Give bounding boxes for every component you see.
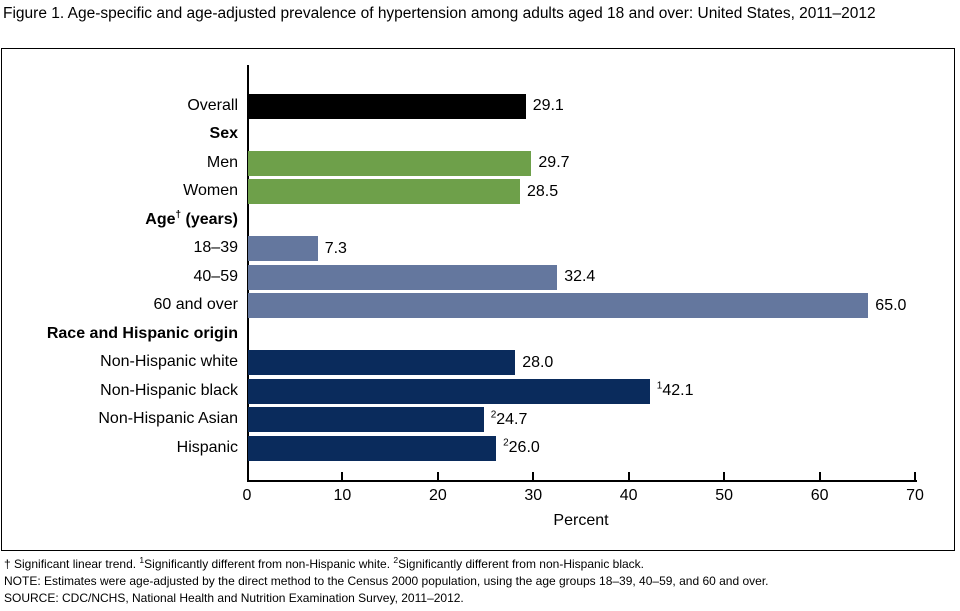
bar-track: 28.5 xyxy=(248,179,954,205)
axis-tick xyxy=(341,472,344,480)
row-label: Non-Hispanic black xyxy=(100,381,238,399)
x-axis-title: Percent xyxy=(553,512,609,529)
bar-track: 224.7 xyxy=(248,407,954,433)
axis-tick-label: 40 xyxy=(619,487,638,504)
row-label: Non-Hispanic Asian xyxy=(98,410,238,428)
row-label: Hispanic xyxy=(176,438,238,456)
chart-row-non-hispanic-black: Non-Hispanic black 142.1 xyxy=(2,377,954,406)
axis-tick xyxy=(818,472,821,480)
axis-tick-label: 30 xyxy=(524,487,543,504)
bar-60-and-over xyxy=(248,293,869,319)
bar-track: 32.4 xyxy=(248,264,954,290)
row-label: Men xyxy=(206,153,238,171)
axis-tick-label: 60 xyxy=(810,487,829,504)
value-label: 142.1 xyxy=(656,380,694,400)
row-label: 60 and over xyxy=(153,296,238,314)
axis-tick-label: 0 xyxy=(242,487,252,504)
chart-row-18-39: 18–39 7.3 xyxy=(2,235,954,264)
bar-track: 7.3 xyxy=(248,236,954,262)
axis-tick xyxy=(627,472,630,480)
chart-row-men: Men 29.7 xyxy=(2,149,954,178)
value-label: 29.1 xyxy=(532,97,564,115)
bar-non-hispanic-black xyxy=(248,378,650,404)
axis-tick-label: 10 xyxy=(333,487,352,504)
row-label: Age† (years) xyxy=(145,209,238,228)
row-label: Women xyxy=(183,182,238,200)
footnote-source: SOURCE: CDC/NCHS, National Health and Nu… xyxy=(4,591,464,605)
bar-track: 29.7 xyxy=(248,150,954,176)
chart-row-60-and-over: 60 and over 65.0 xyxy=(2,292,954,321)
footnote-note: NOTE: Estimates were age-adjusted by the… xyxy=(4,574,769,588)
row-label: 18–39 xyxy=(193,239,239,257)
row-label: Sex xyxy=(209,125,238,143)
value-label: 7.3 xyxy=(324,239,347,257)
bar-track: 226.0 xyxy=(248,435,954,461)
chart-area: 0 10 20 30 40 50 60 70 Overall 29.1 Sex Men 29.7 Wom… xyxy=(1,48,955,551)
axis-tick xyxy=(914,472,916,480)
value-label: 65.0 xyxy=(875,296,907,314)
value-label: 226.0 xyxy=(503,437,540,457)
row-label: Non-Hispanic white xyxy=(100,353,238,371)
value-label: 224.7 xyxy=(490,409,528,428)
x-axis-line xyxy=(247,480,917,482)
row-label: 40–59 xyxy=(193,267,239,285)
bar-track: 28.0 xyxy=(248,350,954,376)
chart-row-non-hispanic-asian: Non-Hispanic Asian 224.7 xyxy=(2,406,954,435)
bar-men xyxy=(248,150,532,176)
bar-40-59 xyxy=(248,264,558,290)
bar-rows: Overall 29.1 Sex Men 29.7 Women 28.5 Age† (year… xyxy=(2,92,954,463)
chart-row-hispanic: Hispanic 226.0 xyxy=(2,434,954,463)
axis-tick-label: 20 xyxy=(428,487,447,504)
bar-track: 29.1 xyxy=(248,93,954,119)
bar-track: 65.0 xyxy=(248,293,954,319)
axis-tick-label: 50 xyxy=(715,487,733,504)
row-label: Overall xyxy=(187,96,238,114)
chart-row-overall: Overall 29.1 xyxy=(2,92,954,121)
group-header-age-years: Age† (years) xyxy=(2,206,954,235)
value-label: 28.0 xyxy=(522,353,554,371)
bar-non-hispanic-white xyxy=(248,350,516,376)
chart-row-women: Women 28.5 xyxy=(2,178,954,207)
footnote-significance: † Significant linear trend. 1Significant… xyxy=(4,555,645,571)
chart-row-40-59: 40–59 32.4 xyxy=(2,263,954,292)
footnotes: † Significant linear trend. 1Significant… xyxy=(4,556,954,607)
bar-track: 142.1 xyxy=(248,378,954,404)
axis-tick xyxy=(436,472,439,480)
figure-title: Figure 1. Age-specific and age-adjusted … xyxy=(3,5,876,22)
axis-tick-label: 70 xyxy=(906,487,924,504)
group-header-race-and-hispanic-origin: Race and Hispanic origin xyxy=(2,320,954,349)
value-label: 32.4 xyxy=(564,268,596,286)
row-label: Race and Hispanic origin xyxy=(46,324,238,342)
bar-women xyxy=(248,179,520,205)
value-label: 28.5 xyxy=(527,182,559,200)
axis-tick xyxy=(723,472,726,480)
value-label: 29.7 xyxy=(538,154,570,172)
bar-overall xyxy=(248,93,526,119)
bar-non-hispanic-asian xyxy=(248,407,484,433)
chart-row-non-hispanic-white: Non-Hispanic white 28.0 xyxy=(2,349,954,378)
bar-hispanic xyxy=(248,435,497,461)
bar-18-39 xyxy=(248,236,318,262)
axis-tick xyxy=(532,472,535,480)
group-header-sex: Sex xyxy=(2,121,954,150)
